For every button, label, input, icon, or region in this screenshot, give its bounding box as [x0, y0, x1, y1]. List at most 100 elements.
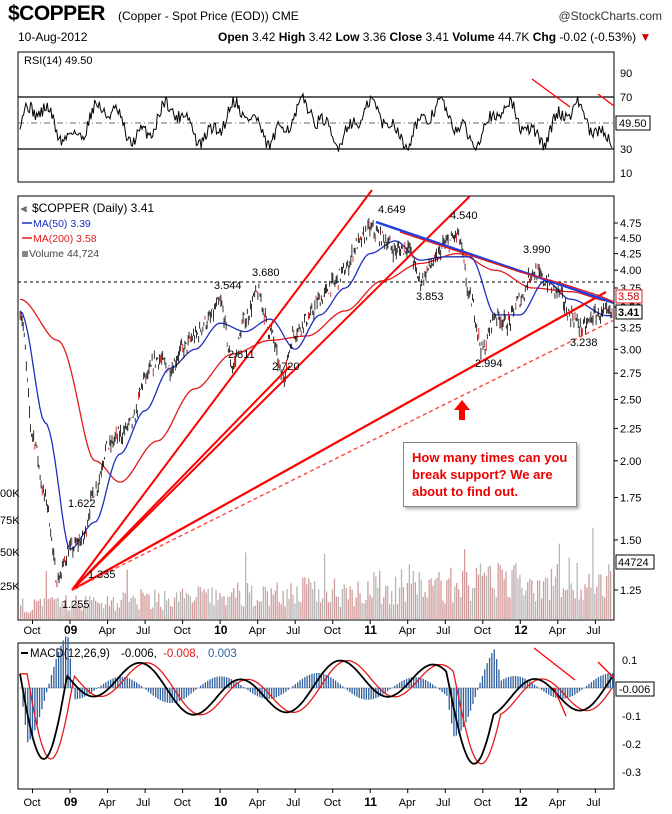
macd-hist-bar: [607, 673, 609, 688]
volume-bar: [353, 606, 355, 619]
volume-bar: [284, 606, 286, 619]
volume-bar: [35, 601, 38, 619]
macd-hist-bar: [510, 676, 512, 688]
volume-bar: [379, 570, 381, 619]
macd-hist-bar: [432, 684, 434, 688]
macd-hist-bar: [48, 683, 50, 688]
trend-line: [71, 195, 471, 591]
trough-label: 3.853: [416, 291, 444, 303]
x-tick-label: Apr: [249, 625, 266, 637]
low-value: 3.36: [362, 30, 387, 44]
volume-bar: [391, 590, 393, 619]
volume-bar: [542, 581, 545, 619]
volume-bar: [231, 592, 233, 619]
macd-hist-bar: [550, 688, 552, 696]
macd-hist-bar: [102, 683, 105, 688]
rsi-tick: 10: [620, 168, 632, 180]
macd-hist-bar: [590, 682, 592, 688]
macd-hist-bar: [370, 688, 372, 700]
x-tick-label: Apr: [99, 625, 116, 637]
price-current: 3.41: [618, 307, 639, 319]
macd-hist-bar: [34, 688, 36, 731]
volume-bar: [233, 588, 235, 619]
volume-bar: [444, 603, 446, 619]
x-tick-label: 09: [64, 795, 78, 809]
macd-hist-bar: [365, 688, 367, 700]
volume-bar: [245, 552, 247, 619]
rsi-current-box: [615, 115, 651, 131]
volume-bar: [432, 585, 434, 619]
macd-hist-bar: [514, 676, 517, 688]
x-tick-label: Jul: [286, 625, 300, 637]
macd-trend-line: [533, 647, 576, 681]
x-tick-label: 09: [64, 623, 78, 637]
volume-bar: [387, 585, 389, 619]
volume-bar: [201, 591, 203, 619]
macd-hist-bar: [207, 680, 209, 688]
volume-bar: [189, 596, 191, 619]
low-label: Low: [335, 30, 360, 44]
macd-hist-bar: [282, 688, 285, 694]
volume-bar: [556, 564, 558, 619]
volume-bar: [152, 607, 154, 619]
macd-hist-bar: [162, 688, 164, 702]
ma200-line: [19, 252, 612, 483]
volume-bar: [479, 563, 482, 619]
volume-bar: [357, 581, 359, 619]
volume-bar: [450, 567, 452, 619]
volume-bar: [278, 602, 280, 619]
macd-legend: MACD(12,26,9) -0.006, -0.008, 0.003: [21, 648, 237, 660]
volume-bar: [221, 596, 223, 619]
volume-series: [20, 527, 612, 619]
volume-bar: [154, 589, 156, 619]
price-tick-label: 1.75: [620, 493, 641, 505]
price-tick-label: 4.75: [620, 218, 641, 230]
price-tick-label: 4.25: [620, 249, 641, 261]
volume-bar: [264, 586, 266, 619]
macd-hist-bar: [157, 688, 159, 699]
volume-bar: [243, 606, 245, 619]
macd-hist-bar: [31, 688, 34, 736]
volume-y-axis: 00K 75K 50K 25K: [0, 488, 20, 593]
rsi-trend-line: [531, 78, 571, 108]
volume-bar: [610, 571, 612, 619]
macd-hist-bar: [159, 688, 161, 701]
macd-hist-bar: [65, 636, 67, 688]
volume-bar: [558, 543, 560, 619]
volume-bar: [469, 601, 472, 619]
macd-hist-bar: [612, 673, 614, 688]
x-tick-label: Jul: [436, 797, 450, 809]
volume-bar: [458, 589, 460, 619]
x-tick-label: 12: [514, 795, 528, 809]
red-ma-line: [399, 231, 615, 303]
volume-bar: [541, 598, 543, 619]
x-tick-label: Apr: [249, 797, 266, 809]
volume-bar: [304, 577, 306, 619]
volume-bar: [503, 579, 505, 619]
volume-bar: [45, 570, 47, 619]
rsi-trend-line: [597, 93, 615, 107]
x-tick-label: Oct: [324, 625, 341, 637]
volume-bar: [349, 586, 351, 619]
volume-bar: [572, 590, 574, 619]
volume-bar: [209, 602, 211, 619]
high-label: High: [278, 30, 306, 44]
macd-current: -0.006: [619, 684, 650, 696]
volume-bar: [495, 597, 497, 619]
macd-hist-bar: [339, 684, 341, 688]
volume-bar: [241, 605, 243, 619]
volume-bar: [20, 605, 22, 619]
x-tick-label: Jul: [586, 797, 600, 809]
volume-bar: [25, 611, 28, 619]
volume-bar: [499, 565, 501, 619]
x-tick-label: Jul: [436, 625, 450, 637]
volume-bar: [260, 601, 262, 619]
volume-bar: [335, 596, 337, 619]
volume-bar: [337, 596, 339, 619]
volume-bar: [87, 605, 89, 619]
macd-hist-bar: [121, 676, 124, 688]
macd-hist-bar: [446, 688, 448, 696]
volume-bar: [235, 597, 237, 619]
chart-symbol: $COPPER: [8, 2, 105, 25]
x-tick-label: Oct: [24, 625, 41, 637]
